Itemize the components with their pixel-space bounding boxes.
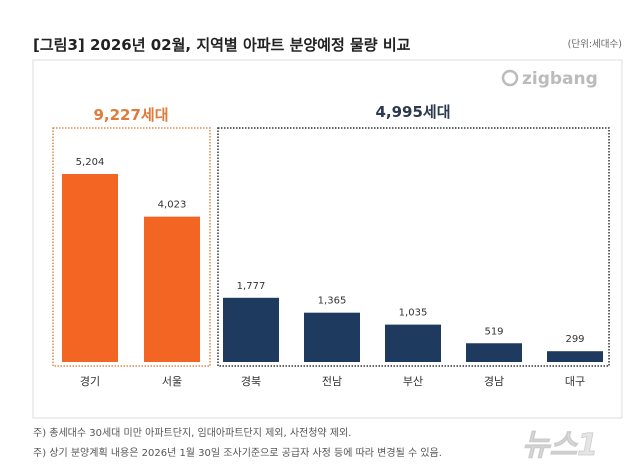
value-label: 1,777	[237, 281, 266, 292]
category-label: 부산	[403, 375, 423, 388]
bar-1	[144, 216, 200, 362]
category-label: 서울	[162, 375, 182, 388]
group-box-0	[52, 127, 211, 367]
category-label: 대구	[565, 375, 585, 388]
chart-title: [그림3] 2026년 02월, 지역별 아파트 분양예정 물량 비교	[33, 36, 411, 54]
unit-note: (단위:세대수)	[568, 38, 622, 50]
bar-6	[547, 351, 603, 362]
value-label: 5,204	[76, 157, 105, 168]
group-box-1	[217, 127, 610, 367]
category-label: 경남	[484, 375, 504, 388]
value-label: 519	[484, 326, 503, 337]
value-label: 1,365	[318, 296, 347, 307]
bar-3	[304, 312, 360, 362]
svg-text:zigbang: zigbang	[522, 69, 598, 89]
category-label: 경북	[241, 375, 261, 388]
group-total-label: 9,227세대	[93, 106, 168, 124]
category-label: 전남	[322, 375, 342, 388]
bar-5	[466, 343, 522, 362]
value-label: 1,035	[399, 308, 428, 319]
zigbang-logo: zigbang	[501, 69, 598, 89]
group-total-label: 4,995세대	[375, 103, 450, 121]
bar-4	[385, 324, 441, 362]
footnote-1: 주) 총세대수 30세대 미만 아파트단지, 임대아파트단지 제외, 사전청약 …	[33, 426, 351, 439]
bar-2	[223, 297, 279, 362]
value-label: 4,023	[158, 200, 187, 211]
news1-watermark: 뉴스1	[522, 428, 598, 463]
bar-0	[62, 174, 118, 362]
footnote-2: 주) 상기 분양계획 내용은 2026년 1월 30일 조사기준으로 공급자 사…	[33, 446, 442, 459]
value-label: 299	[565, 334, 584, 345]
category-label: 경기	[80, 375, 100, 388]
logo-icon	[501, 69, 519, 87]
